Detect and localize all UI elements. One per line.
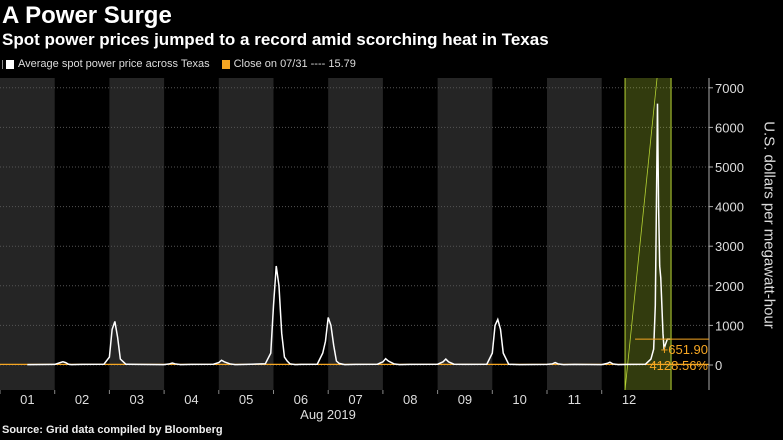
day-band (218, 78, 274, 390)
y-tick-label: 7000 (715, 81, 744, 96)
x-tick-label: 05 (239, 392, 253, 407)
x-tick-label: 02 (75, 392, 89, 407)
x-tick-label: 08 (403, 392, 417, 407)
change-pct-label: 4128.56% (649, 358, 708, 373)
chart-subtitle: Spot power prices jumped to a record ami… (2, 30, 549, 49)
source-note: Source: Grid data compiled by Bloomberg (2, 424, 223, 436)
legend-tick-mark (2, 59, 3, 69)
x-tick-label: 10 (512, 392, 526, 407)
x-tick-label: 09 (458, 392, 472, 407)
x-tick-label: 07 (348, 392, 362, 407)
day-band (109, 78, 165, 390)
x-tick-label: 04 (184, 392, 198, 407)
x-tick-label: 01 (20, 392, 34, 407)
y-tick-label: 4000 (715, 200, 744, 215)
y-axis-label: U.S. dollars per megawatt-hour (760, 121, 778, 329)
last-value-label: +651.90 (661, 342, 708, 357)
y-tick-label: 5000 (715, 160, 744, 175)
series-line (27, 103, 671, 366)
x-tick-label: 12 (622, 392, 636, 407)
legend: Average spot power price across Texas Cl… (2, 58, 366, 70)
legend-swatch-close (221, 59, 230, 69)
highlight-diagonal (624, 77, 658, 391)
y-tick-label: 2000 (715, 279, 744, 294)
x-axis-label: Aug 2019 (300, 407, 356, 422)
day-band (328, 78, 383, 390)
legend-item-close: Close on 07/31 ---- 15.79 (220, 58, 356, 70)
x-tick-label: 03 (130, 392, 144, 407)
legend-label-close: Close on 07/31 ---- 15.79 (233, 58, 356, 70)
y-tick-label: 1000 (715, 318, 744, 333)
x-tick-label: 06 (294, 392, 308, 407)
legend-label-series: Average spot power price across Texas (18, 58, 210, 70)
y-tick-label: 3000 (715, 239, 744, 254)
legend-swatch-series (6, 59, 14, 69)
x-tick-label: 11 (568, 392, 582, 407)
y-tick-label: 6000 (715, 120, 744, 135)
legend-item-series: Average spot power price across Texas (2, 58, 210, 70)
chart-title: A Power Surge (2, 2, 172, 29)
day-band (437, 78, 493, 390)
day-band (0, 78, 55, 390)
day-band (547, 78, 602, 390)
y-tick-label: 0 (715, 358, 722, 373)
